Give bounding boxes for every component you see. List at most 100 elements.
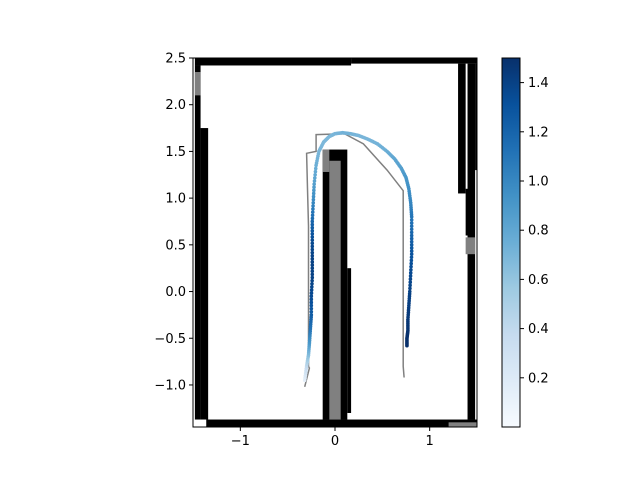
trajectory-point (310, 244, 315, 249)
trajectory-point (310, 285, 314, 289)
trajectory-point (309, 306, 314, 311)
trajectory-point (310, 235, 315, 239)
trajectory-point (313, 169, 318, 174)
trajectory-point (310, 247, 315, 252)
trajectory-point (309, 303, 314, 308)
trajectory-point (409, 233, 414, 238)
trajectory-point (313, 176, 317, 180)
trajectory-point (408, 271, 413, 275)
trajectory-point (409, 236, 414, 241)
trajectory-point (311, 207, 315, 211)
trajectory-point (310, 222, 315, 227)
trajectory-point (310, 210, 315, 214)
occupied-cell (194, 58, 352, 66)
trajectory-point (310, 278, 314, 283)
trajectory-point (409, 224, 414, 228)
trajectory-point (310, 238, 315, 242)
x-tick-label: 0 (331, 434, 339, 449)
trajectory-point (313, 166, 318, 171)
colorbar-gradient (502, 58, 520, 427)
y-tick-label: 2.0 (165, 98, 186, 113)
y-tick-label: 0.5 (165, 238, 186, 253)
occupied-cell (465, 188, 470, 236)
reference-path-line (303, 132, 405, 387)
trajectory-point (310, 269, 315, 274)
trajectory-point (310, 257, 315, 261)
trajectory-point (311, 197, 316, 202)
trajectory-point (312, 188, 316, 193)
trajectory-point (408, 277, 413, 281)
trajectory-point (311, 191, 316, 196)
colorbar-tick-label: 0.4 (528, 322, 549, 337)
trajectory-series (302, 130, 414, 387)
trajectory-point (408, 274, 413, 278)
trajectory-point (309, 294, 314, 299)
trajectory-point (409, 261, 414, 266)
trajectory-point (408, 280, 413, 285)
trajectory-point (309, 300, 314, 305)
trajectory-point (408, 286, 412, 291)
colorbar-tick-label: 0.2 (528, 371, 549, 386)
unknown-cell (465, 237, 476, 255)
trajectory-point (409, 252, 414, 256)
unknown-cell (448, 422, 477, 427)
unknown-cell (322, 149, 330, 172)
trajectory-point (312, 182, 316, 186)
trajectory-point (311, 200, 316, 205)
trajectory-point (409, 218, 414, 222)
trajectory-point (309, 309, 314, 314)
unknown-cell (194, 72, 201, 96)
trajectory-point (408, 283, 412, 288)
y-tick-label: 0.0 (165, 285, 186, 300)
x-tick-label: −1 (231, 434, 250, 449)
trajectory-point (409, 255, 414, 260)
trajectory-point (311, 204, 315, 208)
trajectory-point (310, 213, 315, 218)
occupied-cell (475, 63, 477, 171)
trajectory-point (409, 221, 414, 225)
trajectory-point (409, 243, 414, 247)
trajectory-point (409, 267, 413, 272)
trajectory-point (311, 194, 316, 199)
y-tick-label: 1.5 (165, 145, 186, 160)
trajectory-point (312, 185, 316, 190)
colorbar-tick-label: 1.2 (528, 125, 549, 140)
trajectory-point (310, 272, 315, 277)
trajectory-point (409, 239, 414, 244)
trajectory-point (310, 232, 315, 236)
trajectory-point (310, 241, 315, 246)
trajectory-point (409, 215, 414, 219)
trajectory-point (309, 291, 314, 295)
trajectory-point (409, 264, 413, 269)
y-tick-label: 2.5 (165, 52, 186, 67)
trajectory-point (310, 281, 314, 286)
trajectory-point (310, 260, 315, 264)
y-tick-label: 1.0 (165, 192, 186, 207)
occupancy-grid (194, 58, 477, 427)
colorbar: 0.2 0.4 0.6 0.8 1.0 1.2 1.4 (501, 57, 549, 428)
occupied-cell (351, 58, 477, 64)
x-tick-label: 1 (426, 434, 434, 449)
trajectory-point (310, 225, 315, 230)
trajectory-point (309, 297, 314, 302)
trajectory-point (310, 275, 315, 280)
unknown-cell (329, 160, 341, 420)
trajectory-point (409, 227, 414, 232)
trajectory-point (312, 179, 317, 183)
occupied-cell (347, 268, 352, 413)
trajectory-point (310, 216, 315, 221)
y-tick-label: −1.0 (154, 378, 186, 393)
trajectory-point (310, 266, 315, 270)
trajectory-point (313, 172, 317, 177)
y-tick-label: −0.5 (154, 332, 186, 347)
trajectory-point (310, 263, 315, 267)
trajectory-point (405, 343, 409, 348)
occupied-cell (206, 419, 477, 427)
trajectory-point (310, 229, 315, 233)
trajectory-point (409, 230, 414, 235)
occupied-cell (458, 63, 466, 194)
trajectory-point (409, 249, 414, 253)
occupied-cell (194, 65, 201, 420)
colorbar-tick-label: 0.6 (528, 273, 549, 288)
